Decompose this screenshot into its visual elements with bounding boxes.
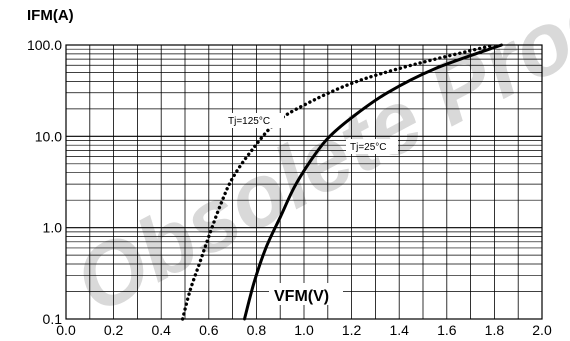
x-axis-title: VFM(V) <box>274 288 329 305</box>
y-tick-label: 100.0 <box>27 37 62 53</box>
x-tick-label: 0.8 <box>247 322 267 338</box>
series-line-25c <box>243 43 503 321</box>
series-line-125c <box>180 43 497 321</box>
x-tick-label: 0.6 <box>199 322 219 338</box>
x-tick-label: 0.2 <box>104 322 124 338</box>
y-tick-labels: 0.1 1.0 10.0 100.0 <box>27 37 62 327</box>
series-label-25c: Tj=25°C <box>350 142 387 153</box>
legend-label-25-background <box>346 139 398 154</box>
x-tick-label: 0.4 <box>151 322 171 338</box>
watermark-text: Obsolete Product <box>59 0 570 332</box>
y-tick-label: 1.0 <box>43 220 63 236</box>
x-tick-label: 1.8 <box>485 322 505 338</box>
x-axis-title-background <box>269 283 343 305</box>
plot-area-border <box>65 44 543 320</box>
x-tick-label: 1.2 <box>342 322 362 338</box>
y-tick-label: 10.0 <box>35 128 62 144</box>
x-tick-labels: 0.0 0.2 0.4 0.6 0.8 1.0 1.2 1.4 1.6 1.8 2.0 <box>56 322 552 338</box>
x-tick-label: 2.0 <box>532 322 552 338</box>
y-axis-title: IFM(A) <box>27 7 74 24</box>
y-tick-label: 0.1 <box>43 311 63 327</box>
x-tick-label: 0.0 <box>56 322 76 338</box>
series-label-125c: Tj=125°C <box>228 116 270 127</box>
chart-series <box>180 43 503 321</box>
legend-label-125-background <box>224 113 284 128</box>
x-tick-label: 1.0 <box>294 322 314 338</box>
plot-grid <box>66 45 542 319</box>
x-tick-label: 1.4 <box>389 322 409 338</box>
x-tick-label: 1.6 <box>437 322 457 338</box>
